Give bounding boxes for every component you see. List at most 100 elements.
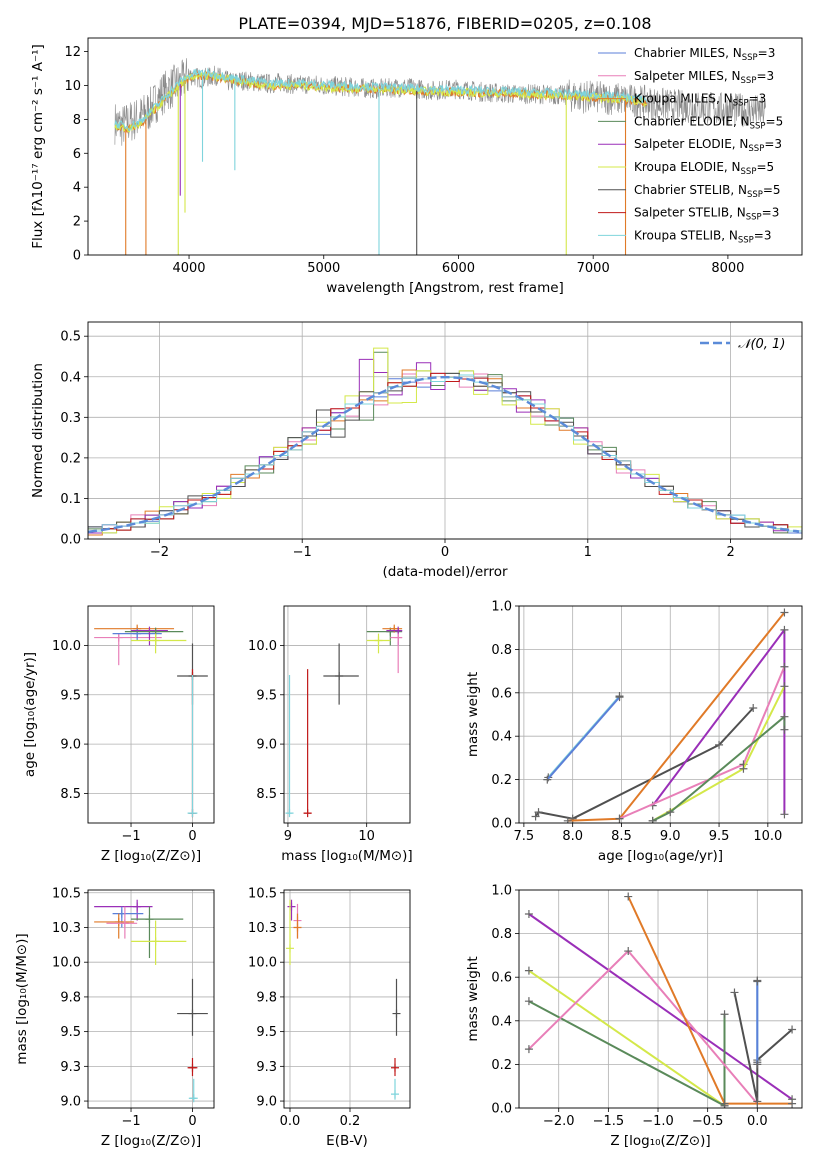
axes-frame <box>518 605 803 824</box>
x-tick-label: −1.5 <box>593 1114 625 1129</box>
data-point <box>788 1025 797 1034</box>
legend-label-tail: =3 <box>758 46 776 60</box>
x-axis-label: Z [log₁₀(Z/Z⊙)] <box>101 1133 201 1149</box>
legend-label-tail: =3 <box>749 92 767 106</box>
data-point <box>543 775 552 784</box>
axes-mass-vs-ebv: 0.0 0.2 9.0 9.3 9.5 9.8 10.0 10.3 10.5 E(B-V) <box>248 886 411 1149</box>
data-point <box>188 809 197 818</box>
legend-label-sub: SSP <box>741 76 757 86</box>
y-tick-label: 8.5 <box>256 787 277 802</box>
data-point <box>145 915 154 924</box>
data-point <box>563 816 572 823</box>
y-tick-label: 0.4 <box>60 370 81 385</box>
data-point <box>753 977 762 986</box>
data-point <box>753 1097 762 1106</box>
data-point <box>780 712 789 721</box>
y-axis-label: Flux [fλ10⁻¹⁷ erg cm⁻² s⁻¹ A⁻¹] <box>30 44 46 249</box>
plot-area-residuals <box>88 347 802 539</box>
plot-area-mass-vs-ebv <box>286 899 401 1100</box>
data-point <box>531 812 540 821</box>
data-point <box>730 988 739 997</box>
x-tick-label: −1 <box>121 829 140 844</box>
x-tick-label: −2.0 <box>543 1114 575 1129</box>
data-point <box>374 636 383 645</box>
y-tick-label: 0.6 <box>491 971 512 986</box>
y-tick-label: 0.3 <box>60 411 81 426</box>
x-tick-label: 5000 <box>307 261 340 276</box>
data-point <box>524 909 533 918</box>
data-point <box>624 892 633 901</box>
data-point <box>114 633 123 642</box>
x-tick-label: 9.5 <box>709 829 730 844</box>
y-tick-label: 9.0 <box>60 1095 81 1110</box>
legend-label: Salpeter ELODIE, NSSP=3 <box>634 137 782 154</box>
legend-label: Chabrier MILES, NSSP=3 <box>634 46 775 63</box>
x-axis-label: Z [log₁₀(Z/Z⊙)] <box>101 848 201 864</box>
y-tick-label: 9.8 <box>256 990 277 1005</box>
y-tick-label: 10.5 <box>248 886 277 901</box>
y-tick-label: 0.8 <box>491 643 512 658</box>
legend-label-tail: =3 <box>764 137 782 151</box>
y-tick-label: 9.3 <box>256 1060 277 1075</box>
plot-area-massweight-vs-age <box>531 608 789 823</box>
axes-spectrum: 4000 5000 6000 7000 8000 0 2 4 6 8 10 12 wavelength … <box>30 37 803 296</box>
axes-frame <box>87 37 803 256</box>
x-tick-label: 8.5 <box>611 829 632 844</box>
plot-area-mass-vs-Z <box>94 899 208 1103</box>
axes-residuals: −2 −1 0 1 2 0.0 0.1 0.2 0.3 0.4 0.5 (data-model)/er… <box>30 321 803 580</box>
legend-label-tail: =5 <box>756 160 774 174</box>
x-tick-label: 10.0 <box>753 829 782 844</box>
data-point <box>749 703 758 712</box>
data-point <box>648 816 657 823</box>
data-point <box>524 1045 533 1054</box>
y-tick-label: 10.0 <box>52 639 81 654</box>
data-point <box>151 937 160 946</box>
legend-label-main: Chabrier STELIB, N <box>634 183 747 197</box>
data-point <box>394 633 403 642</box>
y-tick-label: 9.0 <box>256 738 277 753</box>
y-axis-label: mass weight <box>465 672 481 757</box>
mass-weight-line <box>528 969 726 1107</box>
legend-label: 𝒩(0, 1) <box>738 337 785 352</box>
y-tick-label: 9.3 <box>60 1060 81 1075</box>
data-point <box>145 626 154 635</box>
y-axis-label: mass weight <box>465 956 481 1041</box>
y-tick-label: 0.5 <box>60 330 81 345</box>
axes-frame <box>283 605 411 824</box>
y-tick-label: 0.8 <box>491 927 512 942</box>
legend-label-sub: SSP <box>733 99 749 109</box>
x-tick-label: 1 <box>584 545 592 560</box>
mass-weight-line <box>733 992 793 1103</box>
data-point <box>524 966 533 975</box>
plot-area-age-vs-Z <box>94 624 208 818</box>
mass-weight-line <box>651 628 786 815</box>
plot-area-age-vs-mass <box>285 624 403 818</box>
data-point <box>114 917 123 926</box>
x-tick-label: 6000 <box>442 261 475 276</box>
data-point <box>615 693 624 702</box>
data-point <box>780 662 789 671</box>
x-tick-label: 2 <box>726 545 734 560</box>
legend-label-sub: SSP <box>750 121 766 131</box>
x-axis-label: age [log₁₀(age/yr)] <box>598 848 723 864</box>
x-tick-label: 7000 <box>577 261 610 276</box>
legend-label-tail: =3 <box>756 69 774 83</box>
x-tick-label: 0 <box>188 829 196 844</box>
x-tick-label: 0.0 <box>280 1114 301 1129</box>
x-tick-label: 7.5 <box>514 829 535 844</box>
legend-label-tail: =3 <box>762 206 780 220</box>
data-point <box>715 740 724 749</box>
y-tick-label: 10.0 <box>52 956 81 971</box>
legend-label-tail: =5 <box>766 114 784 128</box>
axes-frame <box>87 321 803 540</box>
x-tick-label: 0.0 <box>747 1114 768 1129</box>
axes-frame <box>518 889 803 1109</box>
data-point <box>780 682 789 691</box>
data-point <box>391 1090 399 1099</box>
x-tick-label: −2 <box>150 545 169 560</box>
legend-label: Salpeter STELIB, NSSP=3 <box>634 206 779 223</box>
data-point <box>666 808 675 817</box>
data-point <box>780 625 789 634</box>
axes-age-vs-Z: −1 0 8.5 9.0 9.5 10.0 Z [log₁₀(Z/Z⊙)] age [log₁… <box>22 605 215 864</box>
